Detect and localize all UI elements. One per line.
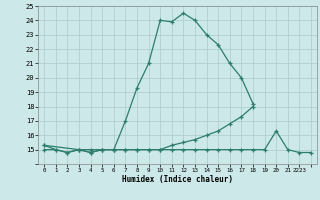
X-axis label: Humidex (Indice chaleur): Humidex (Indice chaleur) [122,175,233,184]
